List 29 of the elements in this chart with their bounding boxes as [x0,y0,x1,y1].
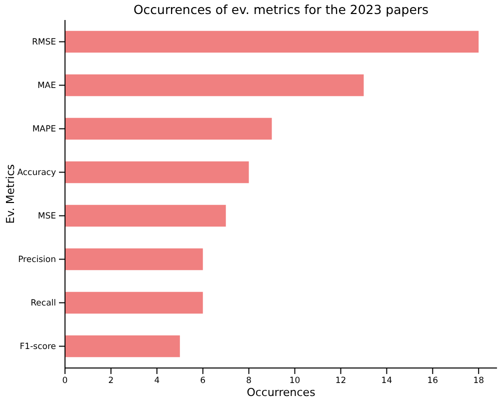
bar [65,74,364,96]
x-axis-title: Occurrences [246,386,316,399]
bar [65,30,479,53]
y-tick-label: MSE [38,211,56,222]
bar [65,161,249,184]
bar [65,204,226,227]
x-tick-label: 4 [154,376,160,386]
y-tick-label: MAPE [32,124,56,134]
x-tick-label: 8 [246,376,252,386]
x-tick-label: 0 [62,376,68,386]
y-tick-label: Recall [30,298,56,308]
bar [65,248,203,270]
x-tick-label: 14 [381,376,392,386]
y-tick-label: RMSE [32,37,56,48]
chart-title: Occurrences of ev. metrics for the 2023 papers [133,2,429,17]
y-tick-label: Accuracy [17,168,56,178]
x-tick-label: 18 [473,376,484,386]
y-tick-label: MAE [37,80,56,91]
y-axis-title: Ev. Metrics [4,164,17,224]
bar [65,335,180,358]
x-tick-label: 12 [335,376,346,386]
bar [65,292,203,314]
y-tick-label: Precision [18,254,56,265]
x-tick-label: 2 [108,376,114,386]
x-tick-label: 6 [200,376,206,386]
y-tick-label: F1-score [20,342,56,352]
x-tick-label: 16 [427,376,438,386]
bar [65,118,272,140]
x-tick-label: 10 [289,376,300,386]
